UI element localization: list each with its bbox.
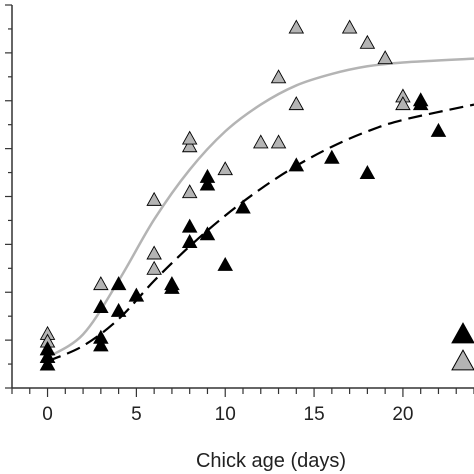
data-point-series-2: [93, 329, 109, 344]
data-point-series-2: [181, 218, 198, 233]
x-tick-label: 0: [42, 404, 53, 425]
data-point-series-1: [146, 191, 162, 206]
fit-line-1: [46, 57, 474, 359]
data-point-series-1: [270, 134, 287, 149]
x-tick-label: 15: [304, 404, 325, 425]
data-point-series-2: [288, 157, 305, 172]
data-point-series-1: [181, 130, 198, 145]
data-point-series-2: [93, 299, 109, 314]
data-point-series-1: [181, 184, 198, 199]
data-point-series-2: [93, 337, 109, 352]
data-point-series-1: [146, 260, 162, 275]
data-point-series-2: [199, 168, 216, 183]
data-point-series-2: [217, 256, 233, 271]
data-point-series-2: [39, 356, 56, 371]
data-point-series-1: [146, 245, 162, 260]
data-point-series-2: [128, 287, 145, 302]
data-point-series-2: [412, 96, 429, 111]
data-point-series-1: [288, 96, 305, 111]
data-point-series-1: [395, 96, 411, 111]
data-point-series-2: [110, 302, 127, 317]
data-point-series-2: [110, 276, 127, 291]
data-point-series-2: [199, 176, 216, 191]
data-point-series-2: [199, 226, 216, 241]
data-point-series-1: [288, 19, 305, 34]
data-point-series-1: [253, 134, 269, 149]
fit-line-2: [47, 103, 474, 363]
data-points: [39, 19, 447, 371]
data-point-series-1: [270, 69, 287, 84]
data-point-series-2: [324, 149, 340, 164]
data-point-series-1: [217, 161, 233, 176]
data-point-series-1: [181, 138, 198, 153]
axes: 0 5 10 15 20: [5, 4, 474, 425]
data-point-series-2: [164, 276, 180, 291]
x-tick-label: 5: [131, 404, 142, 425]
data-point-series-2: [430, 122, 447, 137]
data-point-series-2: [359, 165, 376, 180]
data-point-series-2: [181, 233, 198, 248]
data-point-series-1: [377, 50, 393, 65]
x-tick-label: 20: [392, 404, 413, 425]
legend: [451, 322, 474, 371]
data-point-series-2: [235, 199, 251, 214]
x-axis-title: Chick age (days): [196, 450, 346, 472]
legend-marker-1: [451, 322, 474, 344]
data-point-series-1: [359, 34, 376, 49]
data-point-series-1: [93, 276, 109, 291]
legend-marker-2: [451, 349, 474, 371]
data-point-series-1: [341, 19, 358, 34]
x-tick-label: 10: [215, 404, 236, 425]
